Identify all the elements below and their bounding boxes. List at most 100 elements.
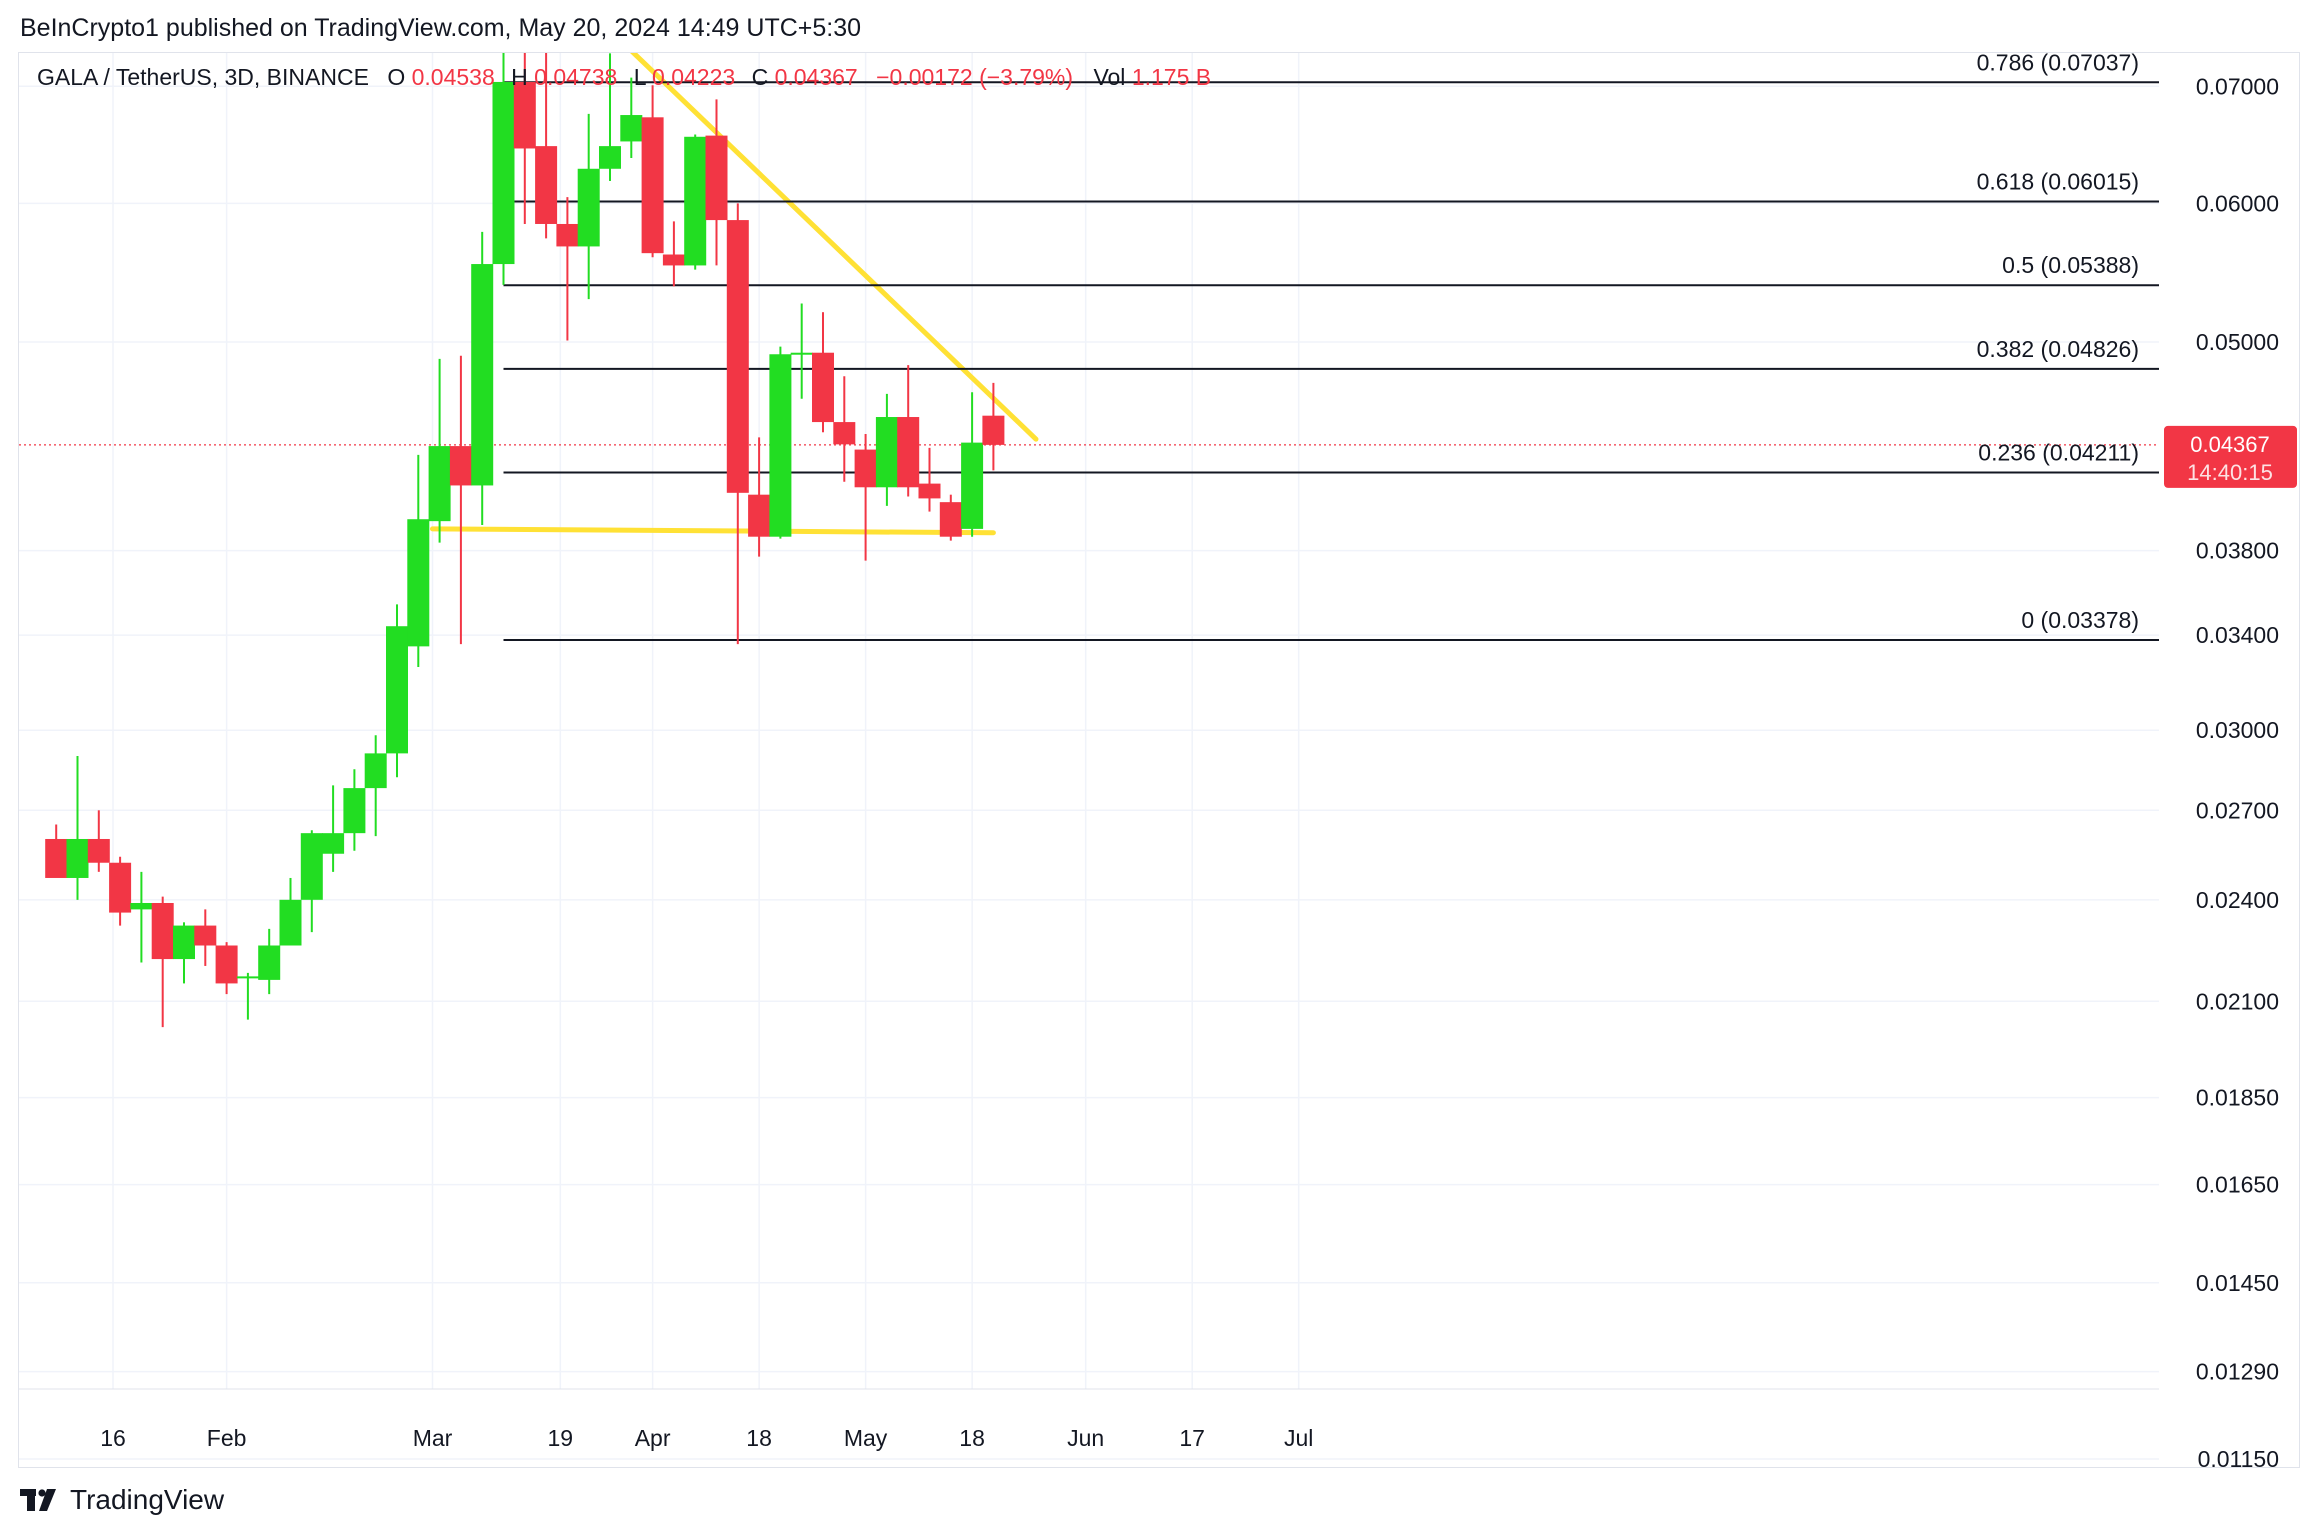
svg-text:GALA / TetherUS, 3D, BINANCE: GALA / TetherUS, 3D, BINANCE O 0.04538 H… (37, 64, 1211, 90)
low-value: 0.04223 (652, 64, 735, 90)
tradingview-logo-icon (20, 1489, 56, 1511)
candles (45, 53, 1005, 1028)
y-tick-label: 0.03800 (2196, 538, 2279, 564)
trend-line (630, 53, 1039, 442)
footer: TradingView (20, 1484, 224, 1516)
high-label: H (511, 64, 528, 90)
x-tick-label: 19 (548, 1425, 574, 1451)
candle-body (662, 254, 685, 266)
y-tick-label: 0.03400 (2196, 622, 2279, 648)
candle-body (407, 519, 430, 647)
x-tick-label: Mar (413, 1425, 453, 1451)
candle-body (236, 976, 259, 979)
low-label: L (634, 64, 647, 90)
candle-body (322, 833, 345, 854)
candle-body (684, 136, 707, 266)
candle-body (87, 838, 110, 863)
candle-body (726, 220, 749, 493)
candle-body (386, 626, 408, 754)
x-tick-label: Feb (207, 1425, 247, 1451)
candle-body (130, 902, 153, 910)
candle-body (300, 833, 323, 900)
candle-body (875, 417, 898, 488)
last-price-tag-bg (2164, 425, 2297, 488)
candle-body (471, 264, 494, 486)
candle-body (109, 862, 132, 913)
candle-body (620, 115, 643, 142)
fib-level-label: 0.786 (0.07037) (1977, 53, 2139, 75)
candle-body (812, 352, 834, 423)
publisher-line: BeInCrypto1 published on TradingView.com… (20, 14, 862, 42)
y-tick-label: 0.01650 (2196, 1172, 2279, 1198)
tradingview-brand: TradingView (70, 1484, 225, 1515)
candle-body (279, 899, 302, 946)
candle-body (513, 81, 536, 149)
y-tick-label: 0.01290 (2196, 1359, 2279, 1385)
candle-body (151, 902, 174, 960)
candle-body (577, 168, 600, 247)
y-tick-label: 0.01850 (2196, 1085, 2279, 1111)
candle-body (748, 494, 771, 537)
x-tick-label: Jul (1284, 1425, 1313, 1451)
y-tick-label: 0.01450 (2196, 1270, 2279, 1296)
candle-body (449, 446, 472, 486)
volume-value: 1.175 B (1132, 64, 1211, 90)
volume-label: Vol (1093, 64, 1125, 90)
candle-body (428, 446, 451, 522)
chart-frame[interactable]: 1 (0.08593)0.786 (0.07037)0.618 (0.06015… (18, 52, 2300, 1468)
candle-body (790, 352, 813, 355)
x-tick-label: 18 (746, 1425, 772, 1451)
candle-body (173, 925, 195, 960)
x-tick-label: 18 (959, 1425, 985, 1451)
candle-body (897, 417, 920, 488)
x-tick-label: Jun (1067, 1425, 1104, 1451)
fib-level-label: 0.618 (0.06015) (1977, 169, 2139, 195)
candle-body (769, 354, 792, 537)
y-tick-label: 0.02100 (2196, 988, 2279, 1014)
candle-body (854, 449, 877, 488)
y-tick-label: 0.06000 (2196, 190, 2279, 216)
open-value: 0.04538 (412, 64, 495, 90)
candle-body (492, 81, 515, 265)
fib-level-label: 0 (0.03378) (2021, 607, 2139, 633)
candle-body (194, 925, 217, 946)
fib-level-label: 0.5 (0.05388) (2002, 252, 2139, 278)
axes: 0.105000.090000.080000.070000.060000.050… (19, 73, 2279, 1467)
price-chart[interactable]: 1 (0.08593)0.786 (0.07037)0.618 (0.06015… (19, 53, 2299, 1467)
open-label: O (387, 64, 405, 90)
last-price-value: 0.04367 (2190, 432, 2270, 457)
y-tick-label: 0.02400 (2196, 887, 2279, 913)
candle-body (705, 135, 728, 221)
y-tick-label: 0.03000 (2196, 717, 2279, 743)
y-tick-label: 0.02700 (2196, 797, 2279, 823)
x-tick-label: Apr (635, 1425, 671, 1451)
x-tick-label: 16 (100, 1425, 126, 1451)
candle-body (918, 483, 941, 499)
candle-body (215, 945, 238, 984)
fib-level-label: 0.236 (0.04211) (1978, 440, 2139, 466)
candle-body (641, 117, 664, 254)
candle-body (364, 753, 387, 789)
candle-body (599, 146, 621, 169)
fib-level-label: 0.382 (0.04826) (1977, 336, 2139, 362)
y-tick-label: 0.07000 (2196, 73, 2279, 99)
fib-retracement: 1 (0.08593)0.786 (0.07037)0.618 (0.06015… (503, 53, 2159, 642)
bar-countdown: 14:40:15 (2187, 460, 2273, 485)
x-tick-label: 17 (1179, 1425, 1205, 1451)
y-tick-label: 0.01150 (2198, 1446, 2279, 1467)
candle-body (45, 838, 68, 878)
candle-body (939, 502, 962, 537)
close-label: C (752, 64, 769, 90)
close-value: 0.04367 (775, 64, 858, 90)
symbol-header: GALA / TetherUS, 3D, BINANCE O 0.04538 H… (37, 64, 1211, 90)
trend-line (430, 526, 996, 536)
change-value: −0.00172 (−3.79%) (876, 64, 1073, 90)
candle-body (535, 146, 558, 224)
candle-body (343, 788, 366, 834)
y-tick-label: 0.05000 (2196, 329, 2279, 355)
last-price-tag: 0.04367 14:40:15 (2164, 425, 2297, 488)
high-value: 0.04738 (534, 64, 617, 90)
candle-body (961, 442, 984, 529)
symbol-label: GALA / TetherUS, 3D, BINANCE (37, 64, 369, 90)
candle-body (982, 415, 1005, 445)
